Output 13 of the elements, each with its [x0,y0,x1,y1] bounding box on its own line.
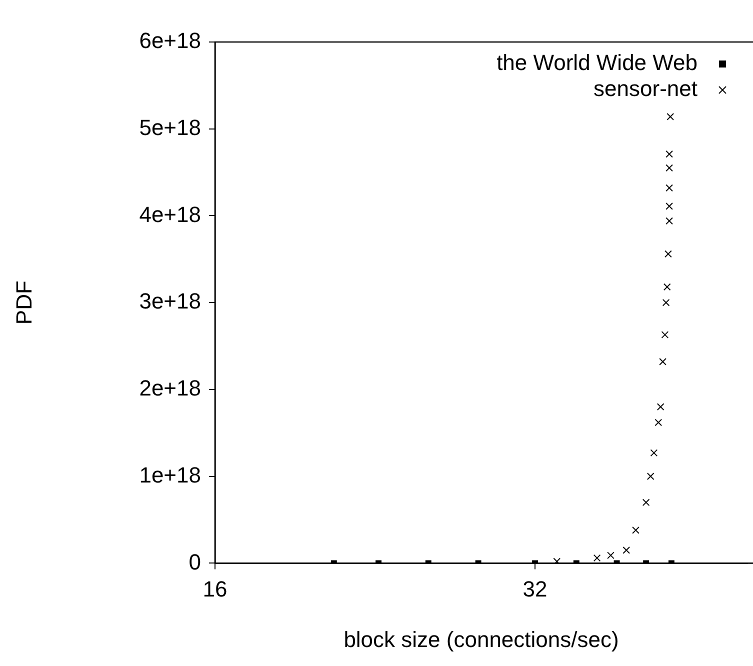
y-tick-label: 2e+18 [139,376,201,401]
legend-label: sensor-net [594,76,698,102]
x-tick-label: 16 [202,576,228,602]
y-tick-label: 3e+18 [139,288,201,314]
y-tick-label: 5e+18 [139,114,201,140]
y-tick-label: 0 [188,549,201,574]
legend-label: the World Wide Web [496,50,698,76]
x-tick-label: 32 [522,576,548,602]
y-tick-label: 4e+18 [139,202,201,227]
x-axis-title: block size (connections/sec) [344,626,619,652]
y-axis-title: PDF [11,280,36,325]
y-tick-label: 6e+18 [139,28,201,54]
y-tick-label: 1e+18 [139,462,201,488]
